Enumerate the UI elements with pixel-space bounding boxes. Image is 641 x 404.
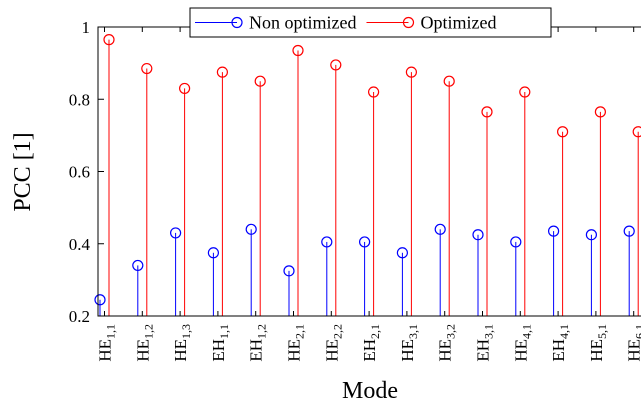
stem-marker [216, 66, 228, 78]
stem-marker [321, 236, 333, 248]
y-tick-label: 0.6 [69, 163, 90, 182]
x-tick-label: EH1,2 [247, 324, 269, 362]
y-tick-label: 0.2 [69, 307, 90, 326]
stem-marker [405, 66, 417, 78]
x-tick-label: HE4,1 [511, 324, 533, 362]
stem-marker [396, 247, 408, 259]
stem-marker [141, 62, 153, 75]
x-tick-label: HE1,1 [96, 324, 118, 362]
y-tick-label: 0.8 [69, 90, 90, 109]
stem-marker [510, 236, 522, 248]
stem-marker [103, 34, 115, 46]
plot-frame [97, 26, 641, 317]
stem-marker [547, 225, 560, 237]
x-tick-label: EH2,1 [360, 324, 382, 362]
x-tick-label: HE6,1 [625, 324, 641, 362]
y-tick-label: 1 [82, 18, 91, 37]
stem-marker [359, 236, 371, 248]
x-tick-label: HE2,1 [285, 324, 307, 362]
legend-marker [231, 16, 243, 29]
x-tick-label: EH3,1 [474, 324, 496, 362]
stem-marker [94, 294, 106, 306]
stem-marker [207, 247, 219, 259]
stem-marker [292, 44, 304, 57]
stem-marker [443, 75, 455, 87]
stem-marker [472, 229, 484, 241]
stem-marker [632, 126, 641, 138]
legend-label: Non optimized [249, 13, 356, 33]
x-axis-label: Mode [342, 378, 398, 404]
stem-marker [556, 126, 569, 138]
stem-marker [623, 225, 635, 237]
x-tick-label: EH1,1 [209, 324, 231, 362]
stem-marker [132, 259, 144, 272]
x-tick-label: HE3,2 [436, 324, 458, 362]
y-tick-label: 0.4 [69, 235, 91, 254]
x-tick-label: EH4,1 [549, 324, 571, 362]
legend-label: Optimized [420, 13, 496, 33]
stem-marker [368, 86, 380, 98]
stem-marker [481, 106, 493, 118]
stem-marker [434, 223, 446, 235]
x-tick-label: HE3,1 [398, 324, 420, 362]
stem-marker [179, 82, 191, 95]
x-tick-label: HE5,1 [587, 324, 609, 362]
stem-marker [283, 265, 295, 277]
x-tick-label: HE1,2 [133, 324, 155, 362]
y-axis-label: PCC [1] [10, 132, 36, 211]
stem-marker [594, 106, 607, 118]
legend-marker [402, 16, 415, 29]
stem-marker [519, 86, 531, 98]
x-tick-label: HE1,3 [171, 324, 193, 362]
stem-marker [245, 223, 257, 235]
stem-marker [254, 75, 266, 87]
x-tick-label: HE2,2 [322, 324, 344, 362]
stem-marker [170, 227, 182, 239]
stem-marker [330, 59, 342, 71]
stem-marker [585, 229, 598, 241]
